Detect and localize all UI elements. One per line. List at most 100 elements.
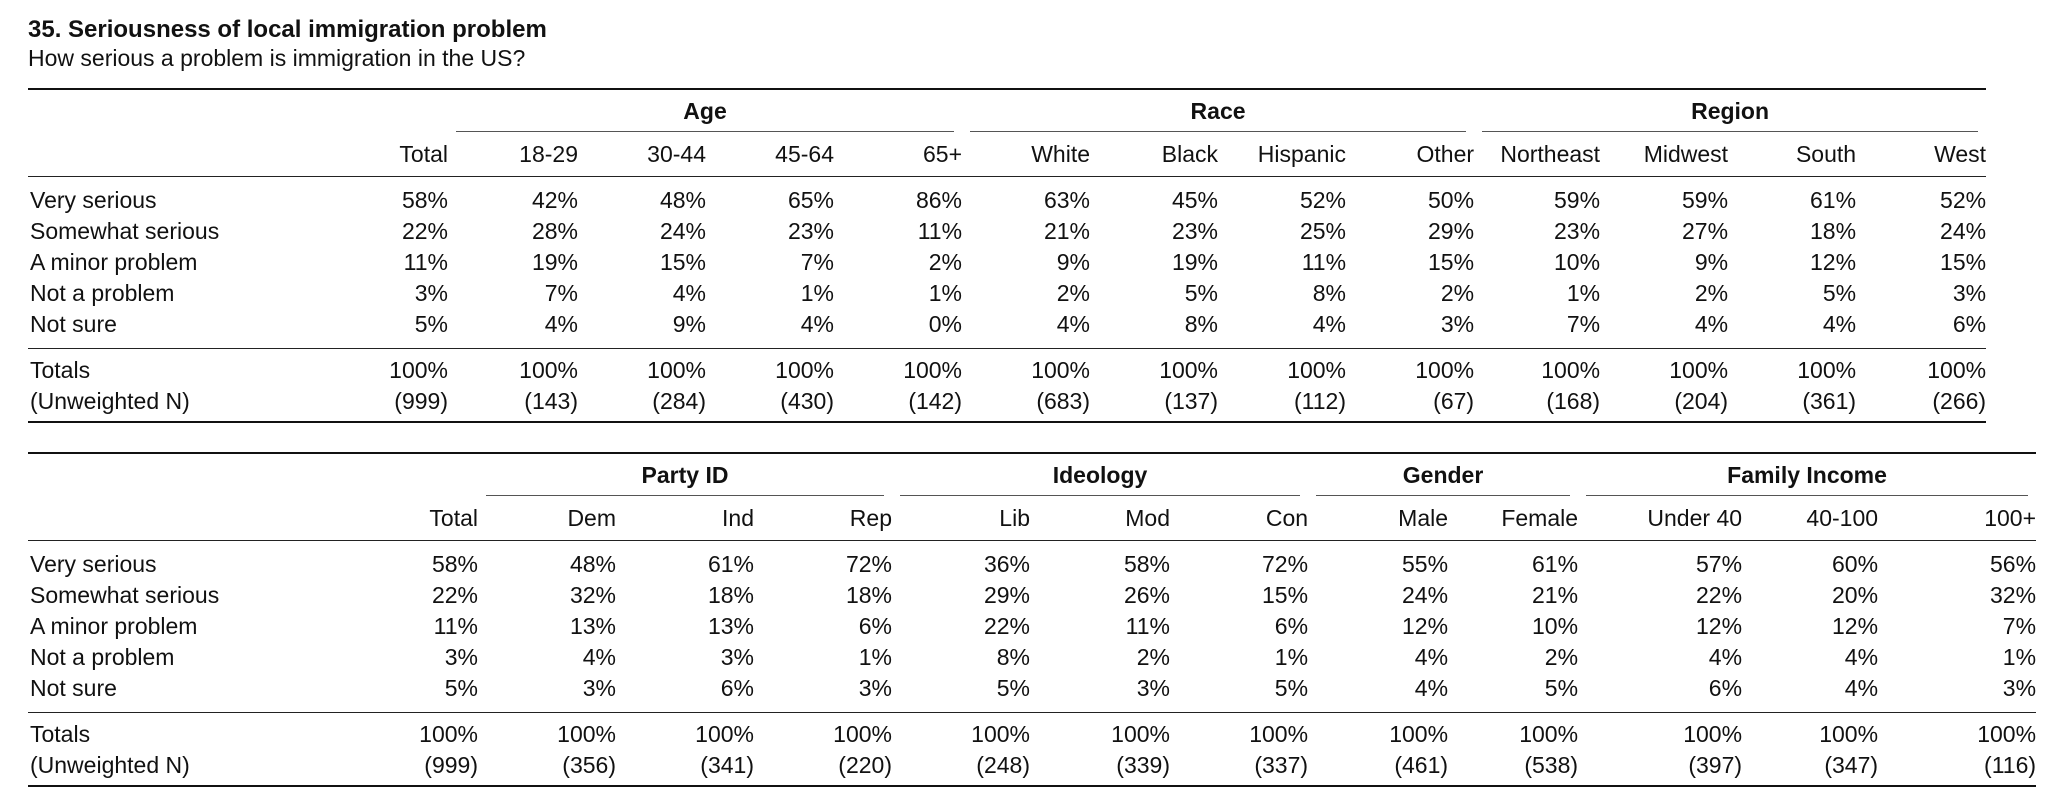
totals-cell: 100% — [1031, 357, 1091, 383]
table-cell: 25% — [1299, 218, 1347, 244]
table-cell: 4% — [1218, 309, 1347, 349]
table-cell: 24% — [1401, 582, 1449, 608]
table-cell: 22% — [431, 582, 478, 608]
column-header-spacer — [28, 496, 288, 541]
table-cell: 23% — [1171, 218, 1219, 244]
table-cell: 0% — [834, 309, 963, 349]
column-header: Midwest — [1600, 132, 1729, 177]
group-header-label: Region — [1482, 94, 1979, 132]
column-header: Hispanic — [1218, 132, 1347, 177]
table-cell: 11% — [917, 218, 963, 244]
group-header-label: Race — [970, 94, 1467, 132]
table-cell: 23% — [787, 218, 834, 244]
unweighted-n-cell: (999) — [288, 386, 448, 423]
table-cell: 61% — [707, 551, 754, 577]
table-cell: 26% — [1123, 582, 1170, 608]
row-label: A minor problem — [30, 249, 198, 275]
table-cell: 61% — [1810, 187, 1857, 213]
table-cell: 11% — [1301, 249, 1347, 275]
table-cell: 21% — [1531, 582, 1579, 608]
column-header: South — [1728, 132, 1857, 177]
totals-cell: 100% — [695, 721, 754, 747]
group-header: Region — [1474, 88, 1987, 132]
group-header-spacer — [28, 88, 288, 132]
table-cell: 57% — [1695, 551, 1743, 577]
unweighted-n-cell: (284) — [578, 386, 706, 423]
unweighted-n-cell: (339) — [1030, 750, 1170, 787]
table-cell: 86% — [915, 187, 963, 213]
table-cell: 48% — [569, 551, 616, 577]
table-cell: 4% — [448, 309, 578, 349]
column-header: Black — [1090, 132, 1219, 177]
unweighted-n-cell: (341) — [616, 750, 754, 787]
totals-cell: 100% — [1159, 357, 1219, 383]
table-cell: 22% — [401, 218, 448, 244]
group-header-label: Ideology — [900, 458, 1301, 496]
crosstab-table-party-ideology-gender-income: Party ID Ideology Gender Family Income Total… — [28, 452, 2037, 787]
table-cell: 13% — [707, 613, 754, 639]
table-cell: 5% — [1184, 280, 1219, 306]
column-header: White — [962, 132, 1091, 177]
table-cell: 21% — [1043, 218, 1091, 244]
column-header: Lib — [892, 496, 1030, 541]
table-row: Somewhat serious 22% 32% 18% 18% 29% 26% 15% 24%… — [28, 580, 2036, 611]
table-cell: 18% — [1810, 218, 1857, 244]
table-cell: 48% — [659, 187, 706, 213]
group-header: Ideology — [892, 452, 1309, 496]
totals-cell: 100% — [1927, 357, 1987, 383]
table-cell: 58% — [1123, 551, 1170, 577]
table-cell: 59% — [1554, 187, 1601, 213]
table-cell: 7% — [800, 249, 834, 275]
totals-cell: 100% — [1797, 357, 1857, 383]
table-cell: 22% — [1695, 582, 1743, 608]
unweighted-n-cell: (168) — [1474, 386, 1601, 423]
column-header: Male — [1308, 496, 1449, 541]
table-cell: 12% — [1695, 613, 1743, 639]
row-label: Very serious — [30, 551, 157, 577]
row-label: Very serious — [30, 187, 157, 213]
unweighted-n-cell: (683) — [962, 386, 1091, 423]
totals-cell: 100% — [1977, 721, 2037, 747]
totals-cell: 100% — [971, 721, 1030, 747]
table-cell: 1% — [800, 280, 834, 306]
unweighted-n-label: (Unweighted N) — [28, 750, 288, 787]
unweighted-n-cell: (999) — [288, 750, 478, 787]
column-header: Female — [1448, 496, 1579, 541]
column-header: Ind — [616, 496, 754, 541]
totals-cell: 100% — [833, 721, 892, 747]
table-cell: 11% — [1125, 613, 1170, 639]
table-cell: 58% — [401, 187, 448, 213]
table-row: Very serious 58% 48% 61% 72% 36% 58% 72% 55% 61% 5… — [28, 541, 2036, 581]
table-cell: 8% — [996, 644, 1030, 670]
group-header-spacer — [28, 452, 288, 496]
table-cell: 4% — [962, 309, 1091, 349]
table-cell: 42% — [531, 187, 578, 213]
unweighted-n-row: (Unweighted N) (999) (356) (341) (220) (248)(… — [28, 750, 2037, 787]
table-cell: 4% — [582, 644, 616, 670]
column-header: Total — [288, 496, 478, 541]
totals-cell: 100% — [557, 721, 616, 747]
table-cell: 12% — [1831, 613, 1879, 639]
table-cell: 18% — [707, 582, 754, 608]
totals-row: Totals 100% 100% 100% 100% 100% 100% 100% 100% 10… — [28, 349, 1986, 387]
table-cell: 3% — [720, 644, 754, 670]
totals-cell: 100% — [1683, 721, 1743, 747]
totals-cell: 100% — [1287, 357, 1347, 383]
table-cell: 5% — [1448, 673, 1579, 713]
totals-row: Totals 100% 100% 100% 100% 100% 100% 100% 100% 10… — [28, 713, 2036, 751]
table-cell: 22% — [983, 613, 1030, 639]
row-label: Not a problem — [30, 280, 175, 306]
table-cell: 2% — [928, 249, 963, 275]
table-cell: 72% — [1261, 551, 1309, 577]
table-cell: 3% — [1030, 673, 1170, 713]
table-cell: 72% — [845, 551, 892, 577]
table-cell: 5% — [288, 673, 478, 713]
table-cell: 1% — [2002, 644, 2037, 670]
table-row: Not sure 5% 3% 6% 3% 5% 3% 5% 4% 5% 6% 4% 3% — [28, 673, 2037, 713]
table-cell: 29% — [1428, 218, 1475, 244]
table-cell: 27% — [1682, 218, 1729, 244]
column-header: Northeast — [1474, 132, 1601, 177]
table-cell: 18% — [845, 582, 892, 608]
table-cell: 58% — [431, 551, 478, 577]
table-cell: 12% — [1401, 613, 1449, 639]
